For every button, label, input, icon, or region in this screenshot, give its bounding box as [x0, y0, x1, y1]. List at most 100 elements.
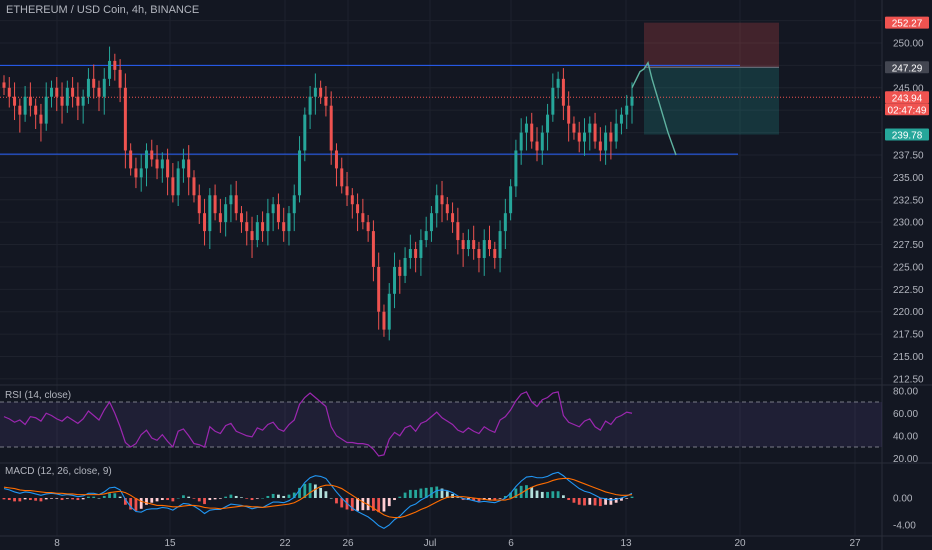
price-tag-label: 02:47:49: [888, 105, 927, 116]
price-tick-label: 220.00: [893, 307, 924, 318]
candle-body: [398, 266, 402, 276]
candle-body: [514, 150, 518, 187]
macd-histogram-bar: [456, 497, 460, 498]
macd-histogram-bar: [76, 498, 80, 501]
macd-histogram-bar: [567, 498, 571, 501]
macd-histogram-bar: [335, 498, 338, 504]
candle-body: [619, 114, 623, 124]
price-tick-label: 245.00: [893, 83, 924, 94]
candle-body: [23, 96, 27, 115]
macd-histogram-bar: [197, 498, 201, 502]
macd-histogram-bar: [155, 498, 159, 502]
macd-histogram-bar: [440, 488, 444, 498]
candle-body: [445, 204, 449, 214]
macd-histogram-bar: [18, 498, 22, 502]
candle-body: [572, 123, 576, 133]
time-tick-label: 26: [342, 538, 354, 549]
macd-histogram-bar: [356, 498, 359, 511]
macd-histogram-bar: [451, 493, 454, 498]
candle-body: [377, 266, 381, 312]
candle-body: [71, 87, 75, 97]
candle-body: [509, 186, 513, 214]
macd-histogram-bar: [303, 483, 307, 498]
time-tick-label: 20: [734, 538, 746, 549]
price-tag: [885, 16, 929, 29]
macd-histogram-bar: [271, 493, 275, 498]
macd-histogram-bar: [208, 498, 212, 501]
macd-histogram-bar: [113, 493, 117, 498]
macd-histogram-bar: [97, 498, 101, 499]
signal-line: [3, 477, 633, 519]
macd-histogram-bar: [145, 498, 148, 505]
candle-body: [187, 159, 191, 178]
candle-body: [118, 69, 122, 88]
macd-histogram-bar: [28, 498, 32, 501]
macd-histogram-bar: [187, 496, 191, 498]
macd-histogram-bar: [488, 498, 491, 501]
macd-histogram-bar: [424, 487, 428, 498]
macd-histogram-bar: [614, 498, 618, 503]
candle-body: [419, 240, 423, 258]
candle-body: [261, 222, 265, 232]
stop-zone: [644, 22, 779, 68]
candle-body: [224, 204, 228, 223]
rsi-tick-label: 40.00: [893, 431, 918, 442]
candle-body: [13, 96, 17, 106]
macd-histogram-bar: [546, 491, 549, 498]
rsi-band: [0, 402, 882, 447]
candle-body: [150, 150, 154, 160]
rsi-tick-label: 20.00: [893, 454, 918, 465]
macd-histogram-bar: [118, 496, 122, 498]
projection-path: [631, 60, 677, 156]
macd-histogram-bar: [13, 498, 16, 502]
macd-histogram-bar: [34, 498, 38, 501]
macd-histogram-bar: [150, 498, 154, 503]
candle-body: [540, 132, 544, 151]
candle-body: [18, 105, 22, 115]
candle-body: [160, 159, 164, 169]
candle-body: [86, 78, 90, 97]
candle-body: [134, 168, 138, 178]
candle-body: [551, 87, 555, 115]
time-tick-label: 22: [279, 538, 291, 549]
macd-histogram-bar: [577, 498, 581, 505]
candle-body: [424, 231, 428, 241]
macd-line: [3, 471, 633, 530]
candle-body: [614, 123, 618, 142]
macd-histogram-bar: [509, 492, 513, 498]
candle-body: [561, 78, 565, 106]
macd-histogram-bar: [176, 498, 180, 499]
candle-body: [345, 186, 349, 196]
candle-body: [435, 195, 439, 214]
price-tick-label: 235.00: [893, 173, 924, 184]
candle-body: [181, 159, 185, 169]
candle-body: [97, 87, 101, 97]
price-tick-label: 250.00: [893, 39, 924, 50]
macd-histogram-bar: [60, 498, 64, 501]
macd-histogram-bar: [71, 498, 75, 500]
candle-body: [498, 231, 502, 258]
candle-body: [7, 87, 11, 97]
macd-tick-label: -4.00: [893, 521, 916, 532]
macd-histogram-bar: [551, 491, 555, 498]
macd-histogram-bar: [572, 498, 576, 503]
macd-histogram-bar: [620, 498, 623, 501]
macd-histogram-bar: [292, 492, 296, 498]
macd-histogram-bar: [87, 496, 90, 498]
candle-body: [567, 105, 571, 124]
macd-histogram-bar: [55, 498, 59, 499]
candle-body: [49, 87, 53, 97]
price-tag: [885, 61, 929, 74]
macd-histogram-bar: [503, 495, 507, 498]
macd-histogram-bar: [319, 487, 323, 498]
macd-histogram-bar: [229, 494, 233, 498]
candle-body: [461, 240, 465, 250]
target-zone: [644, 67, 779, 135]
candle-body: [324, 96, 328, 106]
candle-body: [176, 168, 180, 196]
candle-body: [350, 195, 354, 205]
macd-histogram-bar: [519, 485, 523, 498]
price-tag-label: 243.94: [892, 93, 923, 104]
macd-histogram-bar: [92, 496, 96, 498]
macd-histogram-bar: [123, 498, 127, 505]
